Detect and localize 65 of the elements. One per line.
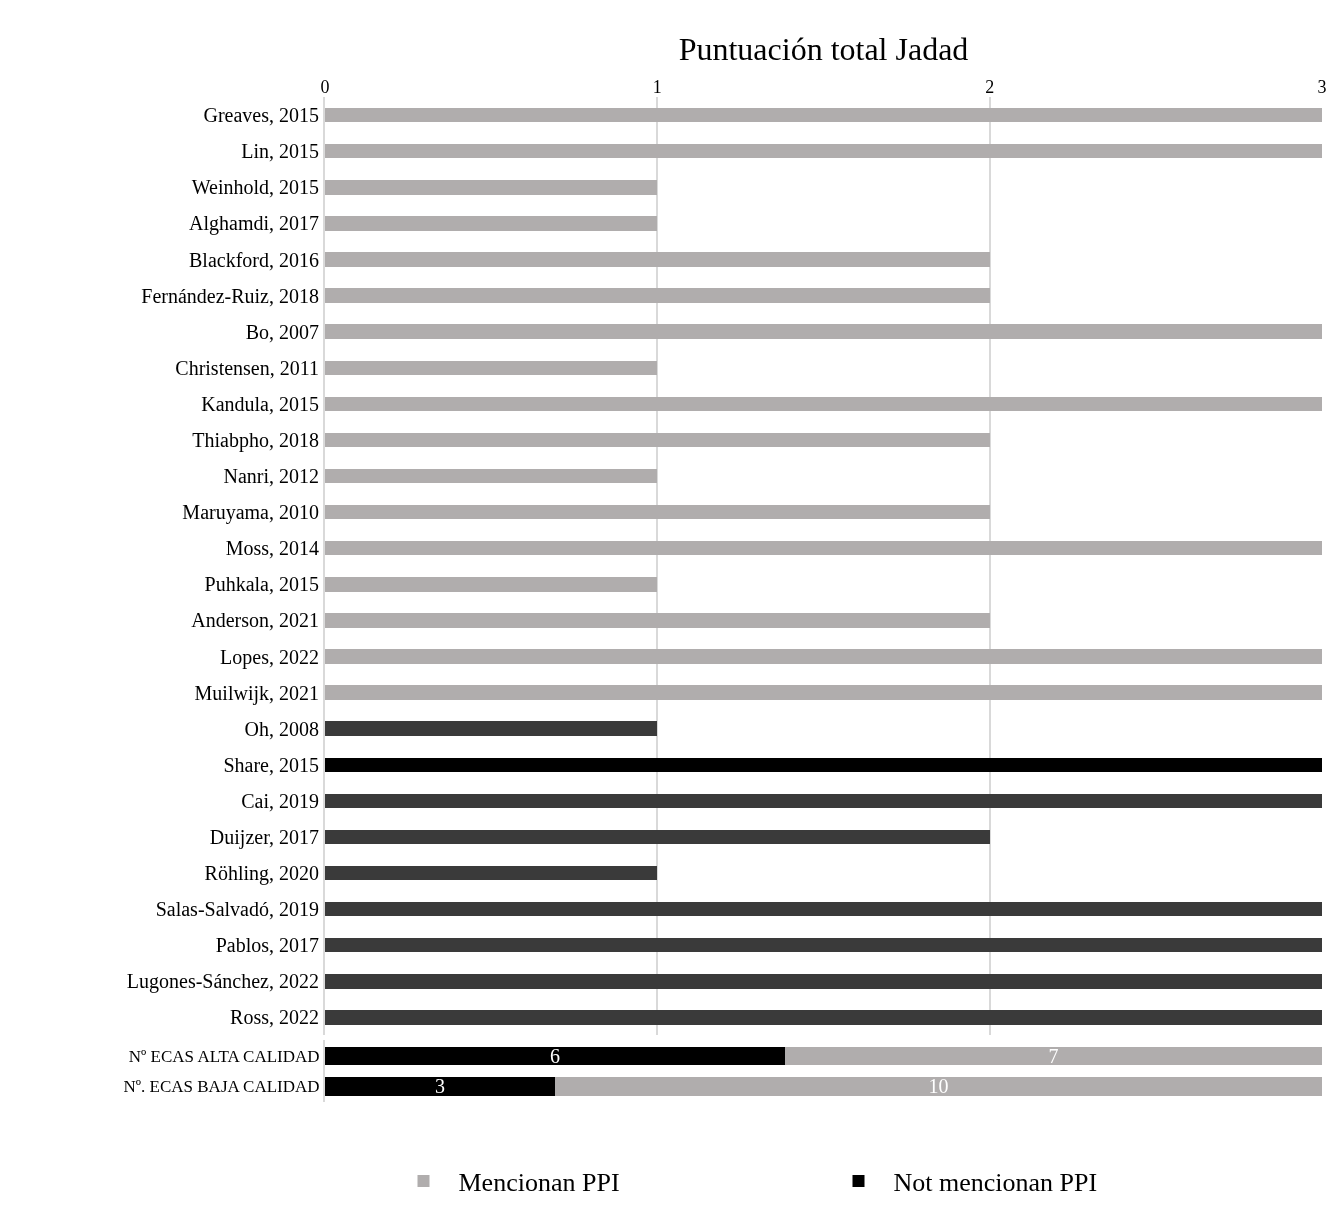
bar	[325, 938, 1322, 953]
y-tick-label: Oh, 2008	[244, 717, 319, 740]
y-tick-label: Röhling, 2020	[204, 862, 319, 886]
y-tick-label: Nanri, 2012	[223, 465, 319, 488]
bar	[325, 721, 658, 736]
bar	[325, 216, 658, 231]
data-label: 10	[928, 1075, 949, 1098]
y-tick-label: Alghamdi, 2017	[189, 212, 319, 236]
bar	[325, 757, 1322, 772]
y-tick-label: Lin, 2015	[241, 140, 319, 163]
bar	[325, 829, 990, 845]
y-tick-label: Moss, 2014	[225, 537, 319, 560]
y-tick-label: Lugones-Sánchez, 2022	[126, 970, 319, 994]
x-tick-label: 2	[985, 76, 995, 97]
bar	[325, 432, 990, 448]
bar	[325, 613, 990, 628]
bar	[325, 180, 658, 195]
bar	[325, 1010, 1322, 1025]
y-tick-label: Cai, 2019	[241, 789, 319, 812]
bar	[325, 144, 1322, 159]
y-tick-label: Blackford, 2016	[189, 248, 319, 271]
y-tick-label: Muilwijk, 2021	[194, 681, 319, 705]
bar	[325, 901, 1322, 917]
bar	[325, 252, 990, 267]
data-label: 7	[1048, 1044, 1059, 1067]
x-tick-label: 0	[320, 76, 330, 97]
y-tick-label: Puhkala, 2015	[204, 573, 319, 596]
bar	[325, 107, 1322, 123]
chart-title: Puntuación total Jadad	[678, 30, 969, 67]
bar	[325, 974, 1322, 989]
y-tick-label: Nº ECAS ALTA CALIDAD	[128, 1046, 320, 1066]
bar	[325, 685, 1322, 700]
y-tick-label: Bo, 2007	[245, 320, 319, 343]
y-tick-label: Salas-Salvadó, 2019	[155, 898, 319, 921]
y-tick-label: Share, 2015	[223, 753, 319, 776]
y-tick-label: Kandula, 2015	[201, 392, 319, 415]
legend-label: Mencionan PPI	[458, 1168, 620, 1198]
y-tick-label: Lopes, 2022	[220, 645, 319, 669]
bar	[325, 360, 658, 376]
bar	[325, 649, 1322, 664]
y-tick-label: Maruyama, 2010	[182, 501, 319, 525]
bar	[325, 541, 1322, 556]
bar	[325, 865, 658, 881]
bar	[325, 324, 1322, 339]
bar	[325, 504, 990, 520]
data-label: 6	[550, 1044, 561, 1067]
x-tick-label: 3	[1317, 76, 1327, 97]
y-tick-label: Greaves, 2015	[203, 104, 319, 127]
y-tick-label: Nº. ECAS BAJA CALIDAD	[123, 1077, 320, 1097]
data-label: 3	[435, 1075, 446, 1098]
y-tick-label: Fernández-Ruiz, 2018	[141, 284, 319, 307]
bar	[325, 396, 1322, 412]
bar	[325, 793, 1322, 809]
y-tick-label: Thiabpho, 2018	[192, 428, 319, 452]
bar	[325, 577, 658, 592]
y-tick-label: Anderson, 2021	[191, 609, 319, 632]
y-tick-label: Duijzer, 2017	[209, 825, 319, 849]
bar	[325, 468, 658, 484]
legend-label: Not mencionan PPI	[893, 1168, 1098, 1198]
bar	[325, 288, 990, 303]
y-tick-label: Ross, 2022	[230, 1006, 319, 1029]
y-tick-label: Pablos, 2017	[215, 934, 319, 957]
x-tick-label: 1	[652, 76, 662, 97]
y-tick-label: Weinhold, 2015	[191, 176, 319, 199]
y-tick-label: Christensen, 2011	[175, 356, 319, 379]
